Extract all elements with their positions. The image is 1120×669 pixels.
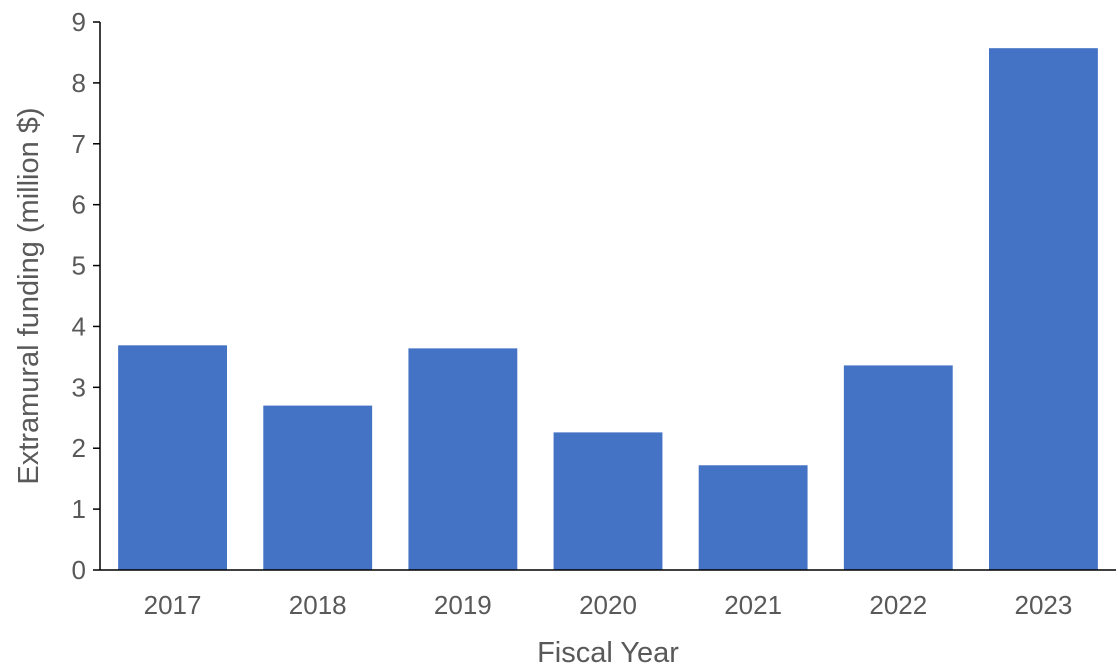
y-tick-label: 4 <box>72 311 86 341</box>
y-axis-title: Extramural funding (million $) <box>13 107 45 484</box>
x-tick-label-2023: 2023 <box>1015 590 1073 620</box>
x-axis-title: Fiscal Year <box>537 637 679 669</box>
bar-2018 <box>263 405 373 570</box>
x-tick-label-2021: 2021 <box>724 590 782 620</box>
x-tick-label-2020: 2020 <box>579 590 637 620</box>
y-tick-label: 2 <box>72 433 86 463</box>
bar-2017 <box>118 345 227 570</box>
y-tick-label: 6 <box>72 190 86 220</box>
y-tick-label: 3 <box>72 372 86 402</box>
bars <box>118 48 1098 570</box>
bar-2023 <box>989 48 1098 570</box>
x-tick-label-2018: 2018 <box>289 590 347 620</box>
x-axis-ticks: 2017 2018 2019 2020 2021 2022 2023 <box>144 590 1073 620</box>
y-tick-label: 9 <box>72 7 86 37</box>
y-tick-label: 5 <box>72 251 86 281</box>
x-tick-label-2019: 2019 <box>434 590 492 620</box>
bar-2020 <box>553 432 663 570</box>
x-tick-label-2022: 2022 <box>869 590 927 620</box>
bar-2019 <box>408 348 518 570</box>
y-tick-label: 1 <box>72 494 86 524</box>
y-tick-label: 7 <box>72 129 86 159</box>
y-axis-ticks: 0 1 2 3 4 5 6 7 8 9 <box>72 7 100 585</box>
bar-2022 <box>843 365 953 570</box>
y-tick-label: 8 <box>72 68 86 98</box>
x-tick-label-2017: 2017 <box>144 590 202 620</box>
bar-2021 <box>698 465 808 570</box>
y-tick-label: 0 <box>72 555 86 585</box>
